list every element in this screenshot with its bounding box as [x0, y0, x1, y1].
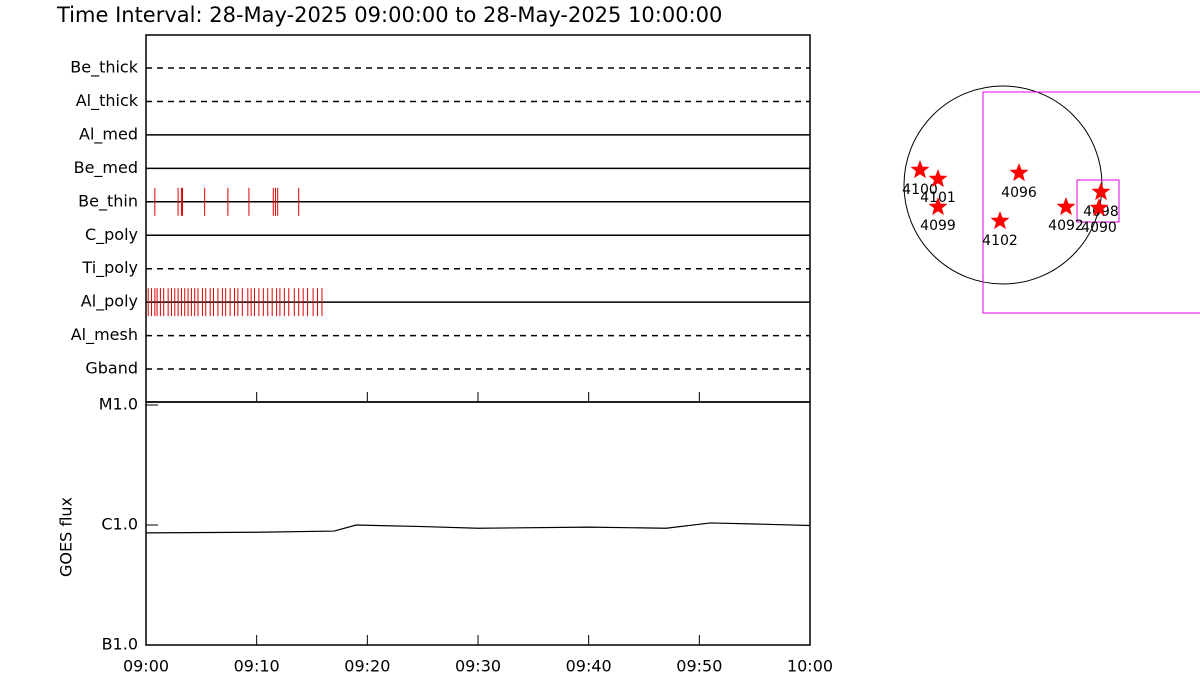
x-tick-label: 09:40 [566, 657, 612, 676]
y-tick-label: C1.0 [101, 515, 138, 534]
y-axis-label: GOES flux [57, 497, 76, 577]
active-region-label: 4090 [1081, 220, 1117, 236]
y-tick-label: B1.0 [102, 635, 138, 654]
x-tick-label: 09:30 [455, 657, 501, 676]
timeline-frame [145, 34, 811, 403]
active-region-label: 4096 [1001, 185, 1037, 201]
plot-title: Time Interval: 28-May-2025 09:00:00 to 2… [56, 3, 722, 27]
x-tick-label: 09:20 [344, 657, 390, 676]
filter-label: Ti_poly [81, 258, 138, 278]
active-region-star [990, 211, 1010, 230]
filter-label: Gband [85, 359, 138, 378]
filter-label: Be_thick [70, 58, 138, 78]
goes-curve [145, 522, 811, 534]
filter-label: Al_med [79, 124, 138, 144]
filter-label: Be_thin [78, 191, 138, 211]
active-region-label: 4102 [982, 233, 1018, 249]
x-tick-label: 09:00 [123, 657, 169, 676]
active-region-star [1056, 197, 1076, 216]
active-region-star [928, 197, 948, 216]
active-region-star [1009, 163, 1029, 182]
fov-box [982, 91, 1200, 314]
y-tick-label: M1.0 [99, 395, 138, 414]
active-region-star [1091, 182, 1111, 201]
filter-label: Al_thick [76, 91, 139, 111]
filter-label: Al_mesh [71, 325, 138, 345]
filter-label: C_poly [85, 225, 138, 245]
filter-label: Be_med [74, 158, 138, 178]
active-region-label: 4099 [920, 218, 956, 234]
active-region-label: 4100 [902, 182, 938, 198]
active-region-star [910, 160, 930, 179]
filter-label: Al_poly [81, 292, 138, 312]
active-region-star [928, 169, 948, 188]
x-tick-label: 10:00 [787, 657, 833, 676]
active-region-star [1089, 198, 1109, 217]
x-tick-label: 09:50 [676, 657, 722, 676]
x-tick-label: 09:10 [234, 657, 280, 676]
sun-map: 41004101409940964102409240984090 [902, 85, 1200, 314]
active-region-label: 4092 [1048, 218, 1084, 234]
fov-box [1076, 179, 1120, 223]
